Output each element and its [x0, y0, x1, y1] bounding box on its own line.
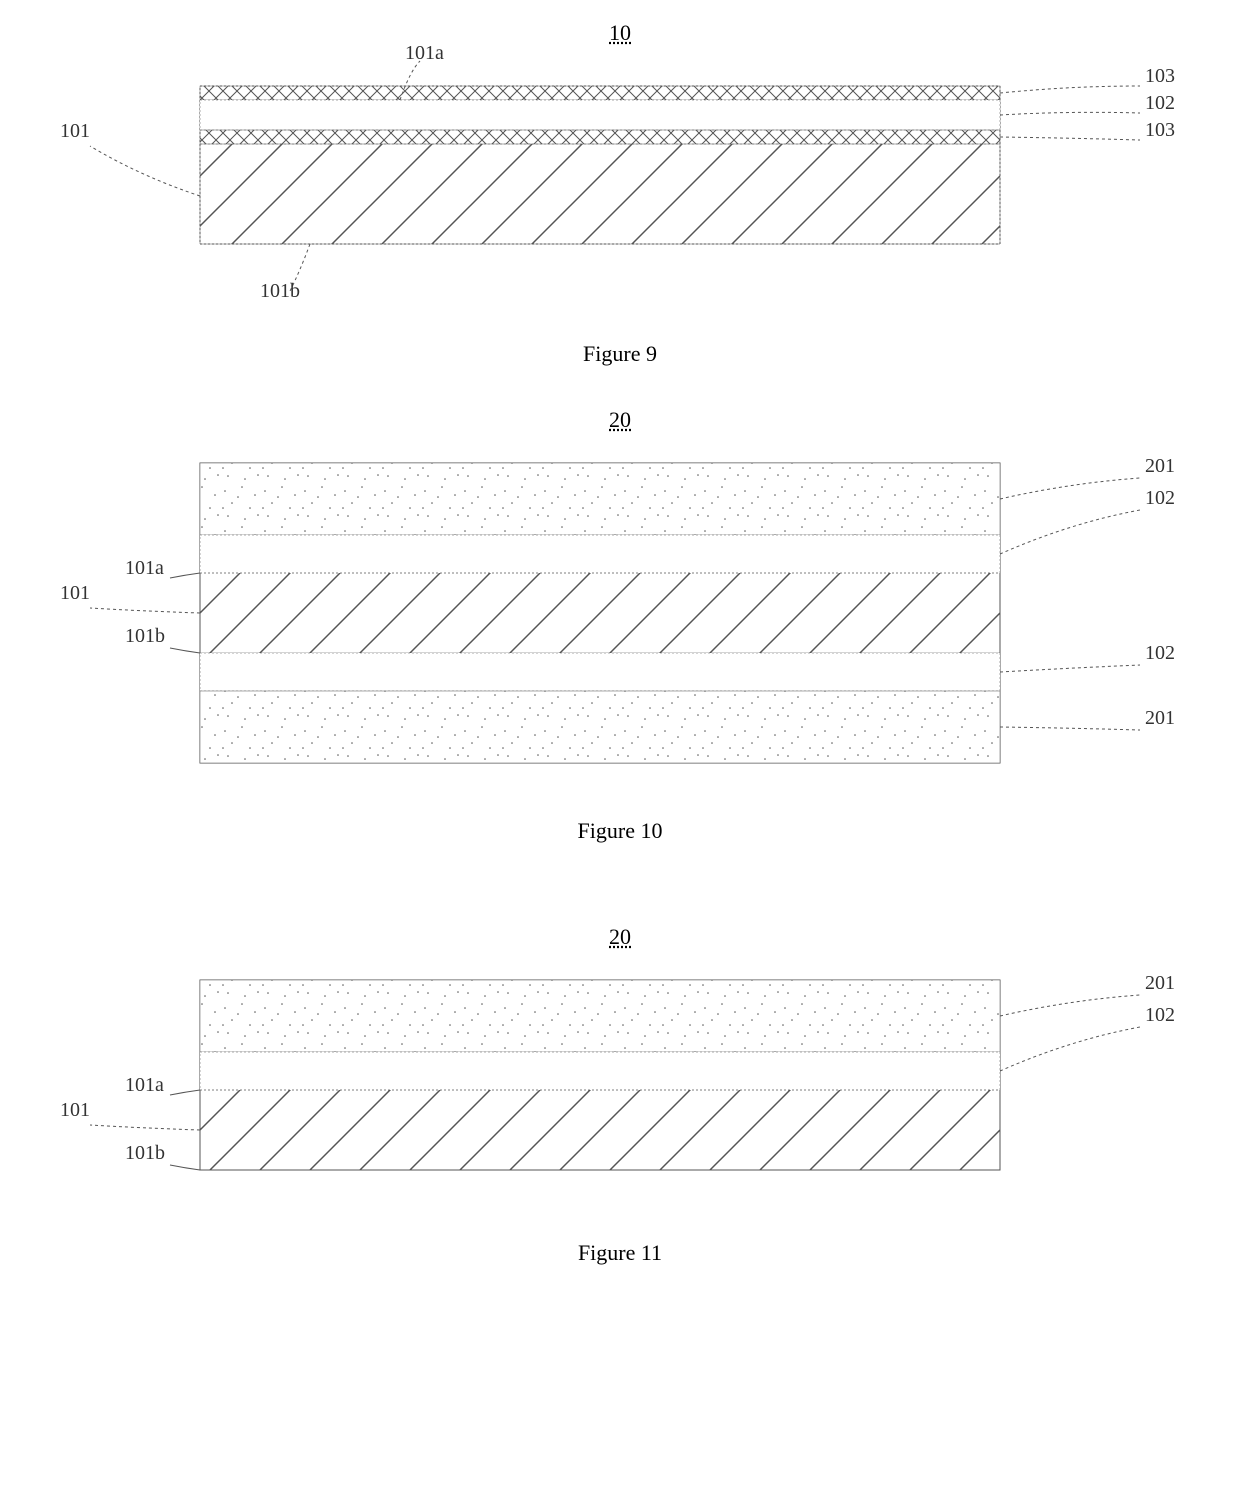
figure-11-svg	[20, 960, 1220, 1190]
label-101a: 101a	[405, 42, 444, 65]
label-102-f11: 102	[1145, 1004, 1175, 1027]
figure-10-svg	[20, 443, 1220, 793]
figure-11: 20	[20, 924, 1220, 1266]
label-101: 101	[60, 120, 90, 143]
label-102-top: 102	[1145, 487, 1175, 510]
label-101b-f11: 101b	[125, 1142, 165, 1165]
label-101a-f10: 101a	[125, 557, 164, 580]
figure-11-caption: Figure 11	[20, 1240, 1220, 1266]
label-101-f10: 101	[60, 582, 90, 605]
label-103-top: 103	[1145, 65, 1175, 88]
label-201-top: 201	[1145, 455, 1175, 478]
figure-10-title: 20	[20, 407, 1220, 433]
figure-10: 20	[20, 407, 1220, 844]
label-101b: 101b	[260, 280, 300, 303]
figure-9: 10 103 102 103 101 101a 101b Figure 9	[20, 20, 1220, 367]
figure-9-svg	[20, 56, 1220, 316]
figure-10-caption: Figure 10	[20, 818, 1220, 844]
label-101b-f10: 101b	[125, 625, 165, 648]
label-201-bottom: 201	[1145, 707, 1175, 730]
label-101-f11: 101	[60, 1099, 90, 1122]
label-102-bottom: 102	[1145, 642, 1175, 665]
figure-9-caption: Figure 9	[20, 341, 1220, 367]
label-201-f11: 201	[1145, 972, 1175, 995]
figure-11-title: 20	[20, 924, 1220, 950]
label-101a-f11: 101a	[125, 1074, 164, 1097]
label-103-bottom: 103	[1145, 119, 1175, 142]
figure-9-title: 10	[20, 20, 1220, 46]
label-102: 102	[1145, 92, 1175, 115]
